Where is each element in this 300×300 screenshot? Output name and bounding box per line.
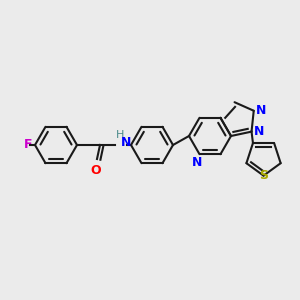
Text: H: H (116, 130, 124, 140)
Text: O: O (91, 164, 101, 177)
Text: N: N (256, 104, 266, 117)
Text: F: F (23, 139, 32, 152)
Text: S: S (259, 169, 268, 182)
Text: N: N (254, 125, 264, 138)
Text: N: N (192, 156, 203, 169)
Text: N: N (121, 136, 131, 149)
